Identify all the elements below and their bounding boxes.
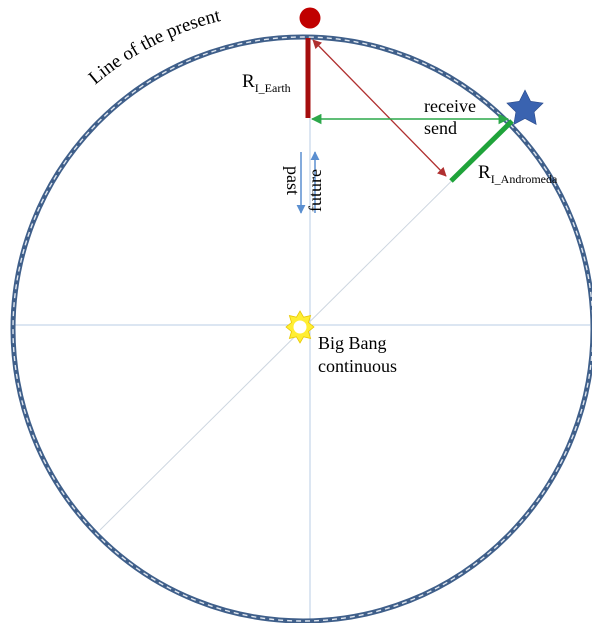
r-earth-label: RI_Earth	[242, 71, 291, 95]
continuous-label: continuous	[318, 356, 397, 376]
receive-label: receive	[424, 96, 476, 116]
earth-dot-icon	[300, 8, 321, 29]
send-label: send	[424, 118, 457, 138]
past-label: past	[283, 166, 303, 195]
sun-icon	[286, 311, 314, 343]
big-bang-label: Big Bang	[318, 333, 387, 353]
future-label: future	[305, 169, 325, 212]
star-icon	[507, 90, 543, 124]
